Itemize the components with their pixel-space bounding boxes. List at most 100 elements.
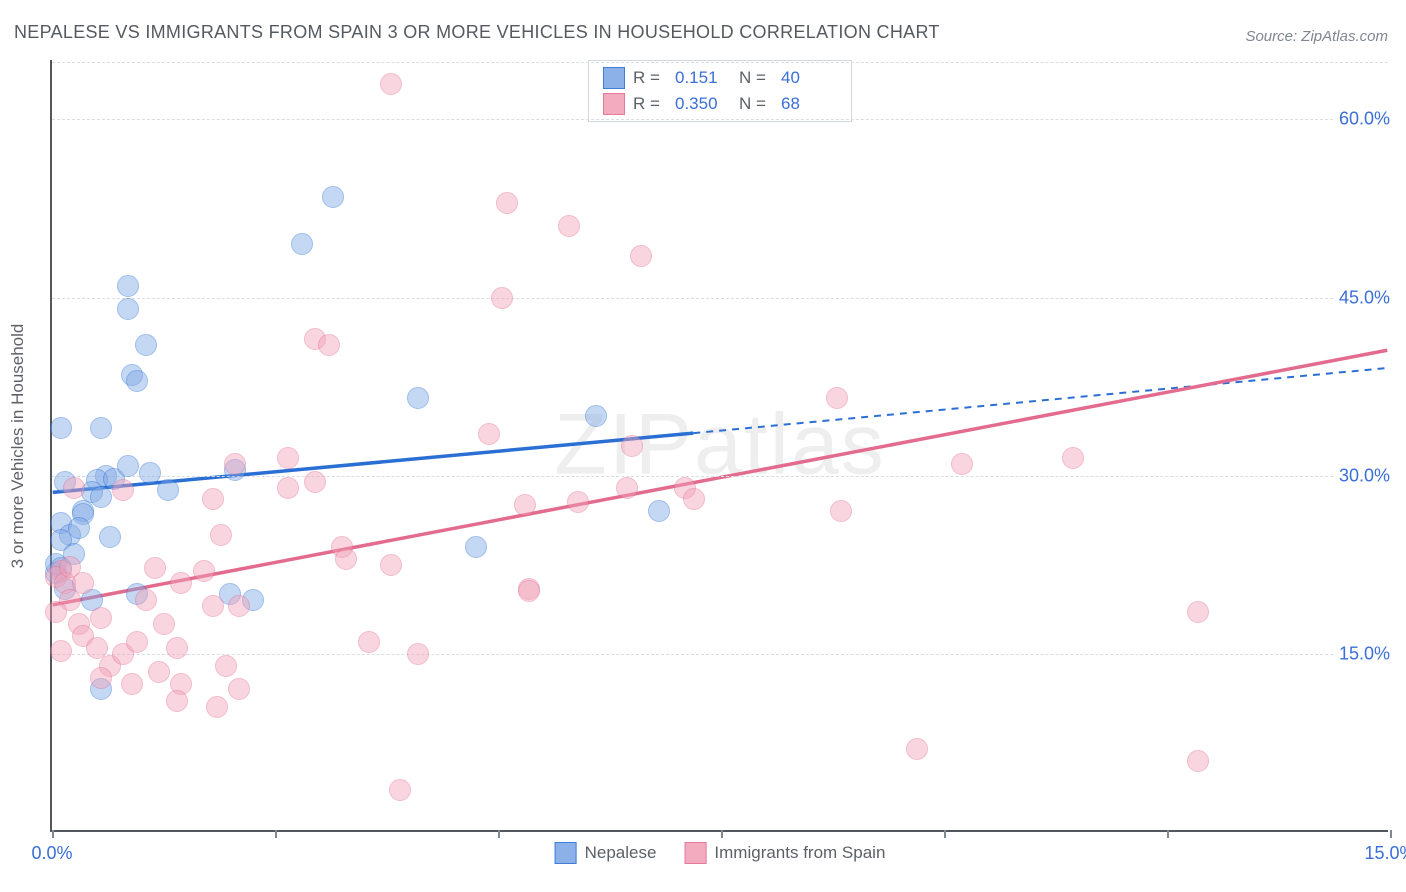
data-point-spain — [1187, 750, 1209, 772]
n-label: N = — [739, 68, 773, 88]
data-point-spain — [304, 471, 326, 493]
data-point-nepalese — [465, 536, 487, 558]
data-point-spain — [170, 572, 192, 594]
data-point-spain — [153, 613, 175, 635]
data-point-spain — [683, 488, 705, 510]
data-point-spain — [206, 696, 228, 718]
data-point-spain — [478, 423, 500, 445]
data-point-spain — [90, 607, 112, 629]
data-point-spain — [906, 738, 928, 760]
x-tick — [1390, 830, 1392, 838]
x-tick — [944, 830, 946, 838]
chart-title: NEPALESE VS IMMIGRANTS FROM SPAIN 3 OR M… — [14, 22, 940, 43]
data-point-spain — [407, 643, 429, 665]
data-point-nepalese — [157, 479, 179, 501]
data-point-spain — [166, 637, 188, 659]
data-point-nepalese — [90, 486, 112, 508]
data-point-spain — [380, 554, 402, 576]
legend-label-spain: Immigrants from Spain — [714, 843, 885, 863]
data-point-spain — [50, 640, 72, 662]
y-tick-label: 45.0% — [1333, 287, 1390, 308]
data-point-spain — [830, 500, 852, 522]
data-point-spain — [491, 287, 513, 309]
y-axis-label: 3 or more Vehicles in Household — [8, 324, 28, 569]
data-point-spain — [215, 655, 237, 677]
data-point-spain — [318, 334, 340, 356]
data-point-spain — [518, 580, 540, 602]
data-point-spain — [389, 779, 411, 801]
data-point-spain — [45, 601, 67, 623]
r-value-nepalese: 0.151 — [675, 68, 731, 88]
data-point-spain — [202, 595, 224, 617]
gridline — [52, 298, 1388, 299]
data-point-spain — [228, 595, 250, 617]
data-point-nepalese — [117, 275, 139, 297]
gridline — [52, 119, 1388, 120]
data-point-spain — [228, 678, 250, 700]
data-point-nepalese — [291, 233, 313, 255]
data-point-spain — [616, 477, 638, 499]
series-legend: Nepalese Immigrants from Spain — [555, 842, 886, 864]
data-point-nepalese — [648, 500, 670, 522]
data-point-spain — [277, 447, 299, 469]
data-point-spain — [126, 631, 148, 653]
r-label: R = — [633, 94, 667, 114]
data-point-spain — [1062, 447, 1084, 469]
trend-line-spain — [53, 350, 1388, 605]
data-point-spain — [135, 589, 157, 611]
data-point-spain — [558, 215, 580, 237]
stats-legend: R =0.151N =40R =0.350N =68 — [588, 60, 852, 122]
trend-line-ext-nepalese — [693, 368, 1387, 433]
x-tick — [721, 830, 723, 838]
data-point-spain — [202, 488, 224, 510]
data-point-spain — [567, 491, 589, 513]
trend-lines — [52, 60, 1388, 830]
y-tick-label: 60.0% — [1333, 109, 1390, 130]
x-tick — [1167, 830, 1169, 838]
data-point-spain — [121, 673, 143, 695]
data-point-nepalese — [90, 417, 112, 439]
y-tick-label: 30.0% — [1333, 465, 1390, 486]
swatch-nepalese — [555, 842, 577, 864]
swatch-spain — [684, 842, 706, 864]
data-point-spain — [496, 192, 518, 214]
data-point-spain — [144, 557, 166, 579]
data-point-spain — [380, 73, 402, 95]
data-point-spain — [112, 479, 134, 501]
x-tick — [275, 830, 277, 838]
data-point-nepalese — [407, 387, 429, 409]
legend-item-nepalese: Nepalese — [555, 842, 657, 864]
data-point-spain — [148, 661, 170, 683]
data-point-nepalese — [139, 462, 161, 484]
stats-row-nepalese: R =0.151N =40 — [589, 65, 851, 91]
n-value-spain: 68 — [781, 94, 837, 114]
y-tick-label: 15.0% — [1333, 643, 1390, 664]
gridline — [52, 654, 1388, 655]
data-point-spain — [277, 477, 299, 499]
x-tick-label: 15.0% — [1364, 843, 1406, 864]
source-attribution: Source: ZipAtlas.com — [1245, 28, 1388, 45]
data-point-nepalese — [117, 455, 139, 477]
x-tick-label: 0.0% — [31, 843, 72, 864]
data-point-spain — [90, 667, 112, 689]
data-point-spain — [63, 477, 85, 499]
plot-area: ZIPatlas R =0.151N =40R =0.350N =68 Nepa… — [50, 60, 1388, 832]
data-point-nepalese — [322, 186, 344, 208]
data-point-spain — [630, 245, 652, 267]
swatch-nepalese — [603, 67, 625, 89]
r-label: R = — [633, 68, 667, 88]
x-tick — [52, 830, 54, 838]
data-point-spain — [224, 453, 246, 475]
data-point-spain — [193, 560, 215, 582]
data-point-nepalese — [135, 334, 157, 356]
data-point-spain — [166, 690, 188, 712]
data-point-spain — [826, 387, 848, 409]
data-point-nepalese — [585, 405, 607, 427]
x-tick — [498, 830, 500, 838]
data-point-spain — [621, 435, 643, 457]
data-point-spain — [335, 548, 357, 570]
stats-row-spain: R =0.350N =68 — [589, 91, 851, 117]
data-point-nepalese — [117, 298, 139, 320]
data-point-spain — [1187, 601, 1209, 623]
data-point-spain — [514, 494, 536, 516]
